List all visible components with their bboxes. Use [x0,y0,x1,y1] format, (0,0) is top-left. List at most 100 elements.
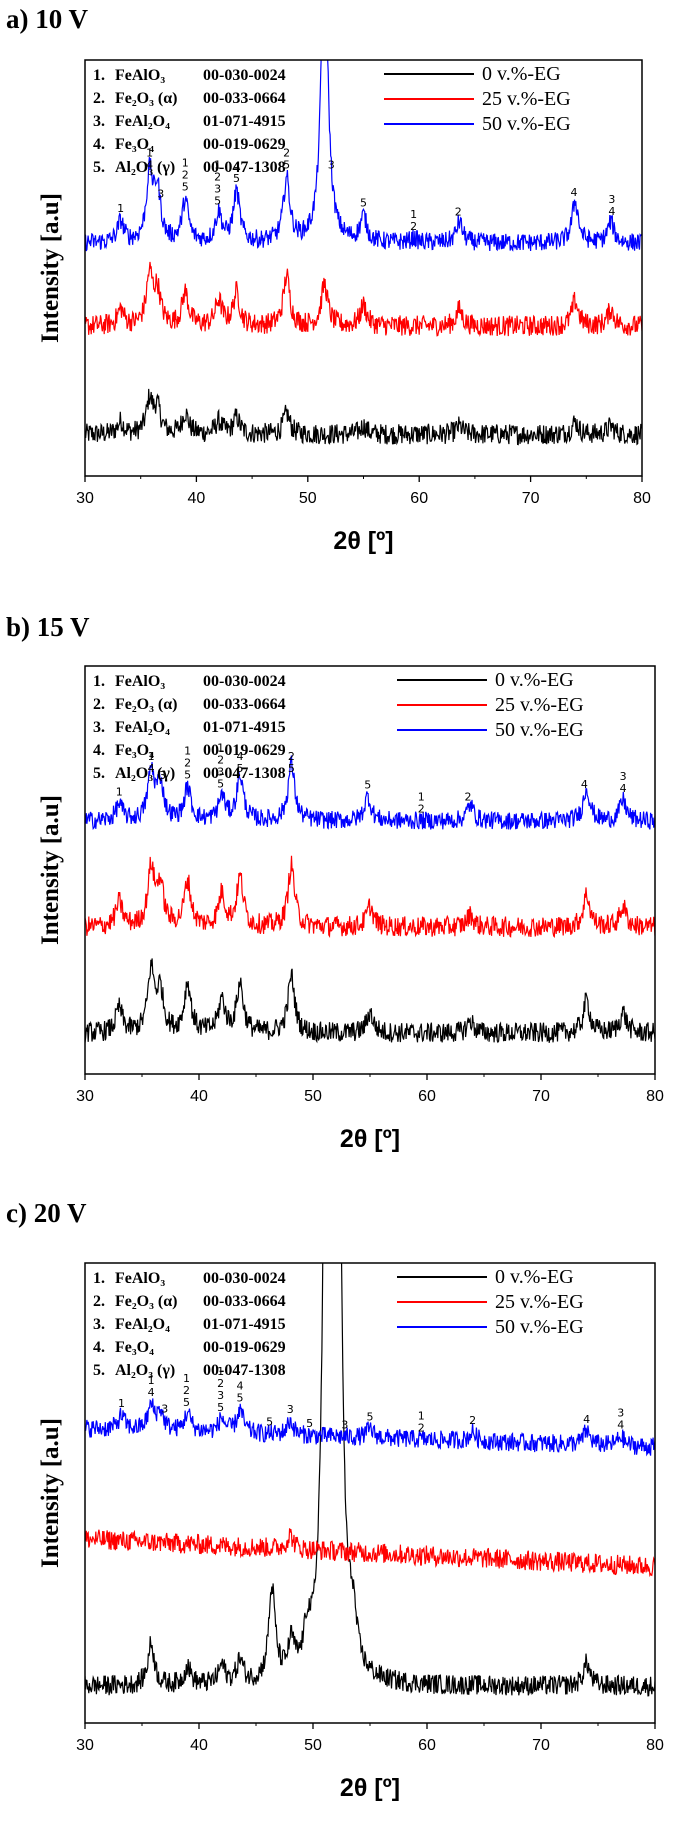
series-line-2 [85,261,642,337]
peak-label: 2 [217,1377,224,1390]
phase-code: 00-030-0024 [203,1270,286,1287]
y-axis-label: Intensity [a.u] [37,1418,64,1568]
phase-code: 00-033-0664 [203,90,286,107]
series-line-3 [85,755,655,831]
phase-number: 1. [93,67,105,84]
peak-label: 3 [159,769,166,782]
series-line-1 [85,388,642,446]
phase-code: 00-033-0664 [203,696,286,713]
phase-name: Fe₃O₄ [115,742,154,759]
peak-label: 3 [617,1406,624,1419]
peak-label: 3 [214,182,221,195]
phase-name: Fe₃O₄ [115,1339,154,1356]
peak-label: 2 [410,220,417,233]
peak-label: 5 [182,181,189,194]
chart-panel-2: b) 15 V 30 40 50 60 70 80 2θ [º] Intensity [a.u]… [6,612,664,1153]
peak-label: 3 [328,158,335,171]
phase-number: 4. [93,136,105,153]
x-tick-label: 80 [646,1737,664,1754]
peak-label: 2 [288,750,295,763]
peak-label: 5 [266,1415,273,1428]
peak-label: 5 [183,1396,190,1409]
phase-name: FeAl₂O₄ [115,113,170,130]
peak-label: 2 [418,803,425,816]
phase-name: Al₂O₃ (γ) [115,1362,175,1379]
legend-label: 25 v.%-EG [482,88,571,110]
phase-code: 00-047-1308 [203,1362,286,1379]
peak-label: 1 [410,208,417,221]
phase-number: 3. [93,113,105,130]
peak-label: 3 [620,770,627,783]
phase-name: Fe₂O₃ (α) [115,696,178,713]
peak-label: 1 [116,785,123,798]
phase-code: 01-071-4915 [203,113,286,130]
peak-label: 4 [233,160,240,173]
x-tick-label: 40 [188,490,206,507]
series-line-1 [85,958,655,1044]
phase-name: FeAl₂O₄ [115,1316,170,1333]
peak-label: 4 [581,778,588,791]
peak-label: 5 [214,194,221,207]
phase-name: Al₂O₃ (γ) [115,159,175,176]
peak-label: 5 [217,1401,224,1414]
series-group [85,60,642,446]
x-tick-label: 40 [190,1088,208,1105]
phase-number: 4. [93,1339,105,1356]
legend-label: 0 v.%-EG [495,1266,574,1288]
peak-label: 1 [214,158,221,171]
phase-code: 00-033-0664 [203,1293,286,1310]
phase-number: 3. [93,719,105,736]
phase-number: 2. [93,696,105,713]
x-tick-label: 50 [299,490,317,507]
chart-panel-1: a) 10 V 30 40 50 60 70 80 2θ [º] Intensity [a.u]… [6,4,651,555]
panel-title: a) 10 V [6,4,89,34]
peak-label: 4 [620,782,627,795]
chart-panel-3: c) 20 V 30 40 50 60 70 80 2θ [º] Intensity [a.u]… [6,1198,664,1802]
peak-label: 2 [465,791,472,804]
x-tick-label: 50 [304,1088,322,1105]
peak-label: 5 [283,159,290,172]
peak-label: 1 [148,1374,155,1387]
phase-code: 00-030-0024 [203,673,286,690]
peak-label: 2 [214,170,221,183]
phase-name: FeAl₂O₄ [115,719,170,736]
x-axis-label: 2θ [º] [340,1774,400,1802]
peak-label: 1 [118,1397,125,1410]
phase-name: FeAlO₃ [115,673,165,690]
panel-title: c) 20 V [6,1198,87,1228]
peak-label: 1 [217,1365,224,1378]
phase-number: 2. [93,90,105,107]
series-line-3 [85,60,642,252]
peak-label: 2 [283,147,290,160]
series-group [85,755,655,1044]
peak-label: 3 [287,1403,294,1416]
peak-label: 4 [617,1418,624,1431]
phase-name: FeAlO₃ [115,1270,165,1287]
peak-label: 2 [217,754,224,767]
x-axis-label: 2θ [º] [333,527,393,555]
x-tick-label: 80 [633,490,651,507]
series-line-1 [85,1263,655,1697]
phase-number: 5. [93,765,105,782]
phase-code: 01-071-4915 [203,1316,286,1333]
peak-label: 5 [217,778,224,791]
legend-label: 0 v.%-EG [482,63,561,85]
panel-title: b) 15 V [6,612,90,642]
series-line-2 [85,855,655,939]
series-group [85,1263,655,1697]
peak-label: 5 [360,197,367,210]
x-tick-label: 60 [418,1737,436,1754]
peak-label: 2 [184,756,191,769]
peak-label: 2 [469,1414,476,1427]
phase-code: 00-019-0629 [203,742,286,759]
x-tick-label: 70 [532,1737,550,1754]
x-tick-label: 40 [190,1737,208,1754]
phase-code: 00-030-0024 [203,67,286,84]
peak-label: 4 [571,186,578,199]
peak-label: 1 [146,146,153,159]
peak-label: 5 [367,1410,374,1423]
peak-label: 5 [237,1392,244,1405]
peak-label: 3 [608,193,615,206]
peak-label: 4 [583,1413,590,1426]
